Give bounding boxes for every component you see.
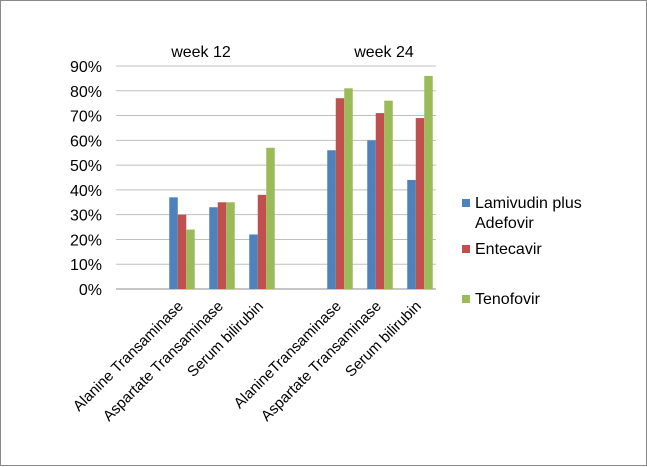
bar xyxy=(424,75,433,290)
y-tick-label: 40% xyxy=(70,183,102,200)
y-tick-label: 10% xyxy=(70,257,102,274)
legend-swatch xyxy=(462,199,470,207)
bar xyxy=(415,118,425,290)
y-tick-label: 90% xyxy=(70,59,102,76)
bar xyxy=(177,214,187,289)
y-tick-label: 20% xyxy=(70,232,102,249)
y-tick-label: 0% xyxy=(79,282,102,299)
legend-swatch xyxy=(462,245,470,253)
bar xyxy=(266,147,275,289)
bar xyxy=(257,194,267,289)
legend-label: Entecavir xyxy=(475,241,542,258)
bar xyxy=(407,179,416,289)
y-tick-label: 80% xyxy=(70,84,102,101)
bar xyxy=(217,202,227,289)
bar xyxy=(344,88,353,289)
group-label: week 24 xyxy=(353,44,414,61)
bar xyxy=(367,140,376,289)
y-tick-label: 60% xyxy=(70,133,102,150)
bar xyxy=(375,113,385,289)
bar xyxy=(249,234,258,289)
bar xyxy=(384,100,393,289)
y-tick-label: 70% xyxy=(70,109,102,126)
bar xyxy=(186,229,195,289)
group-label: week 12 xyxy=(170,44,231,61)
bar xyxy=(209,207,218,289)
bar xyxy=(226,202,235,289)
bar xyxy=(327,150,336,289)
y-tick-label: 30% xyxy=(70,208,102,225)
legend-label: Lamivudin plus Adefovir xyxy=(475,195,582,232)
bar xyxy=(169,197,178,289)
legend-label: Tenofovir xyxy=(475,291,541,308)
bar xyxy=(335,98,345,289)
legend-swatch xyxy=(462,295,470,303)
y-tick-label: 50% xyxy=(70,158,102,175)
